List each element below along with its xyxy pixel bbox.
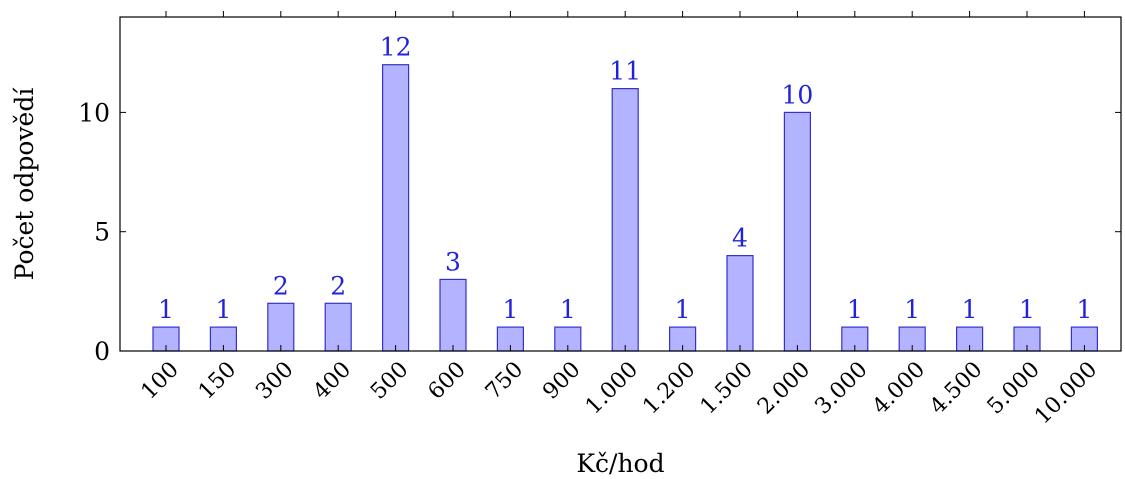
x-tick-label: 4.500 xyxy=(925,357,987,419)
data-label: 1 xyxy=(675,295,691,324)
x-axis-title: Kč/hod xyxy=(576,449,664,478)
data-label: 4 xyxy=(732,224,748,253)
x-tick-label: 4.000 xyxy=(868,357,930,419)
x-tick-label: 1.200 xyxy=(638,357,700,419)
data-label: 12 xyxy=(380,33,412,62)
data-label: 10 xyxy=(781,80,813,109)
ticks-group xyxy=(120,11,1121,352)
y-tick-label: 10 xyxy=(78,98,110,127)
data-label: 1 xyxy=(1019,295,1035,324)
bar xyxy=(611,87,639,352)
bars-group xyxy=(152,64,1099,352)
data-label: 1 xyxy=(847,295,863,324)
x-tick-label: 1.000 xyxy=(581,357,643,419)
bar xyxy=(726,255,754,352)
data-label: 2 xyxy=(273,271,289,300)
y-axis-title: Počet odpovědí xyxy=(10,87,39,281)
y-tick-labels-group: 0 5 10 xyxy=(78,98,110,366)
bar xyxy=(324,302,352,352)
data-label: 2 xyxy=(330,271,346,300)
data-label: 1 xyxy=(1076,295,1092,324)
y-tick-label: 5 xyxy=(94,218,110,247)
bar xyxy=(382,64,410,352)
x-tick-label: 600 xyxy=(424,357,471,404)
x-tick-label: 900 xyxy=(538,357,585,404)
x-tick-label: 400 xyxy=(309,357,356,404)
bar xyxy=(783,111,812,352)
x-tick-label: 100 xyxy=(137,357,184,404)
bar xyxy=(267,302,295,352)
x-tick-label: 1.500 xyxy=(696,357,758,419)
x-tick-label: 10.000 xyxy=(1030,357,1102,429)
data-label: 1 xyxy=(502,295,518,324)
data-label: 1 xyxy=(158,295,174,324)
data-label: 3 xyxy=(445,247,461,276)
x-tick-labels-group: 100 150 300 400 500 600 750 9001.0001.2001.5002… xyxy=(137,357,1103,429)
x-tick-label: 3.000 xyxy=(810,357,872,419)
data-label: 1 xyxy=(215,295,231,324)
x-tick-label: 300 xyxy=(251,357,298,404)
data-label: 11 xyxy=(609,57,641,86)
data-label: 1 xyxy=(560,295,576,324)
plot-frame xyxy=(119,16,1122,352)
bar xyxy=(439,278,467,352)
x-tick-label: 750 xyxy=(481,357,528,404)
data-label: 1 xyxy=(904,295,920,324)
data-label: 1 xyxy=(962,295,978,324)
x-tick-label: 500 xyxy=(366,357,413,404)
y-tick-label: 0 xyxy=(94,337,110,366)
x-tick-label: 2.000 xyxy=(753,357,815,419)
x-tick-label: 150 xyxy=(194,357,241,404)
